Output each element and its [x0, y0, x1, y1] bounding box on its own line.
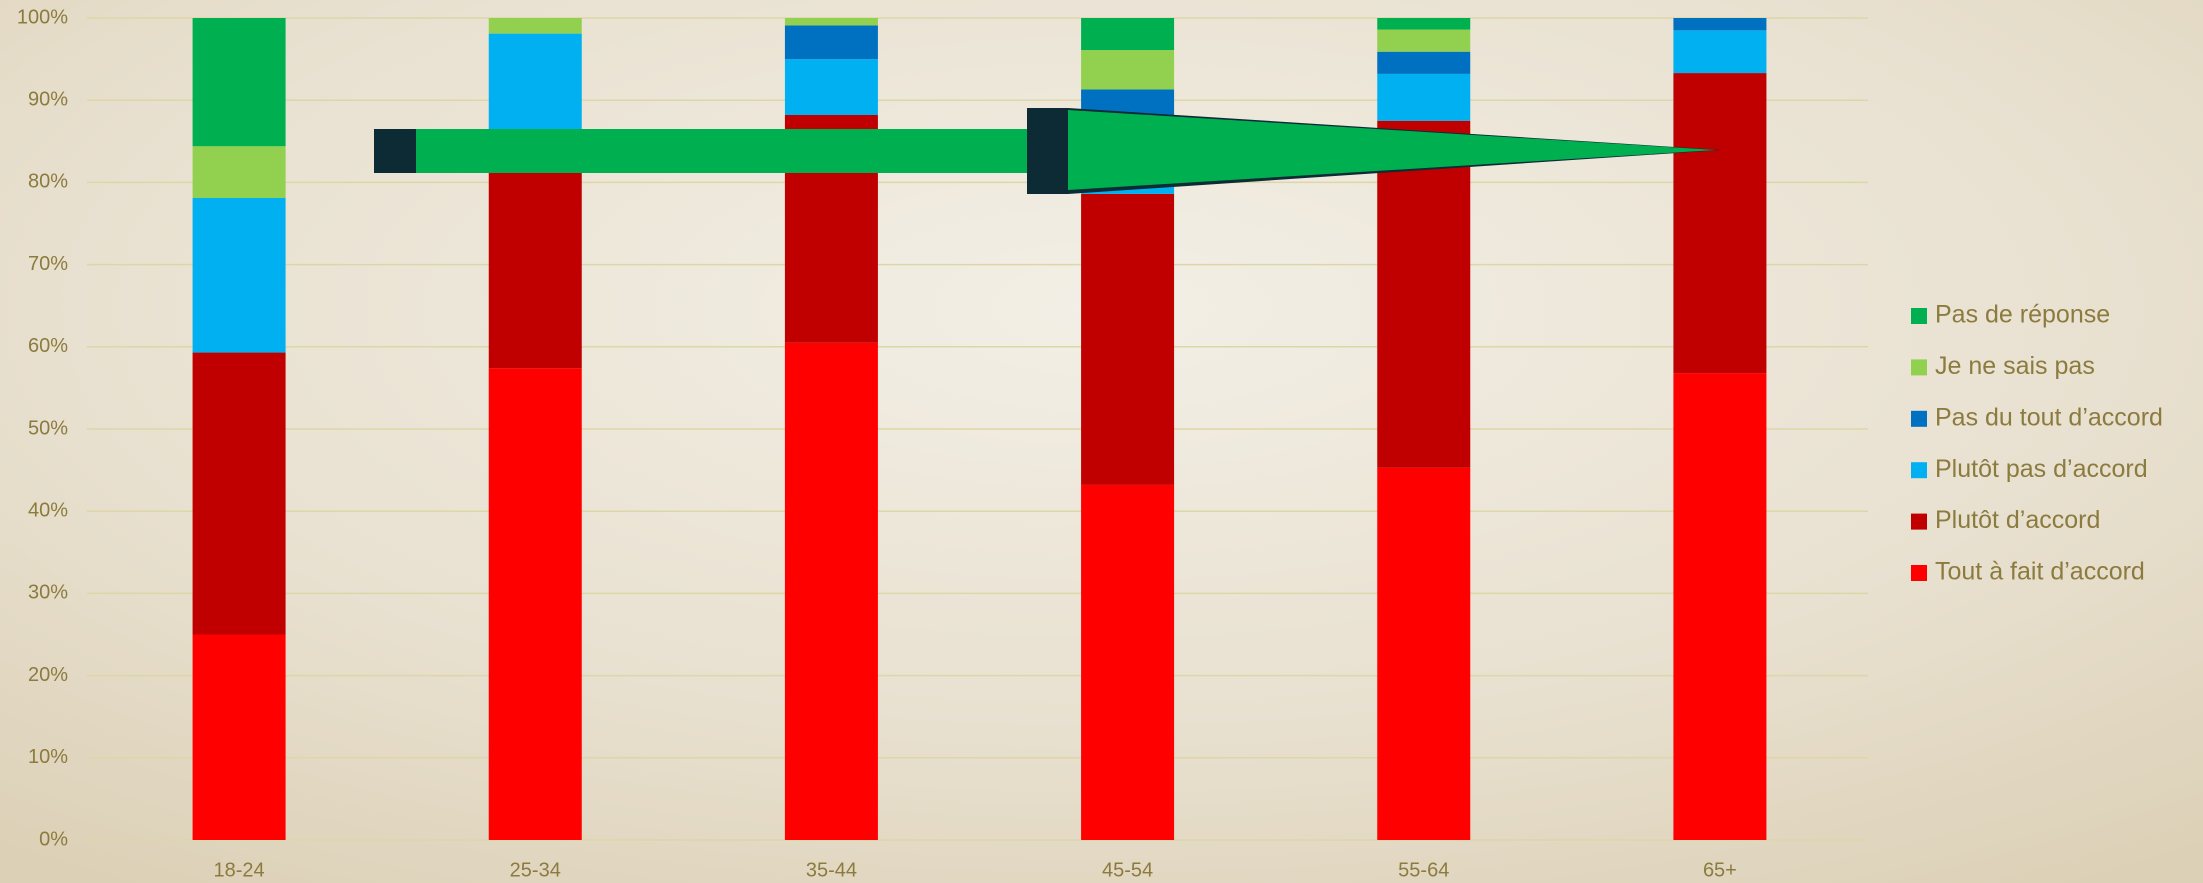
bar-segment: [1377, 73, 1471, 121]
y-tick-label: 0%: [39, 828, 68, 850]
bar-segment: [1377, 29, 1471, 52]
bar-segment: [1081, 18, 1175, 51]
x-tick-label: 18-24: [214, 859, 265, 881]
bar-segment: [1377, 18, 1471, 30]
legend-label: Je ne sais pas: [1935, 352, 2095, 380]
bar-segment: [1377, 120, 1471, 468]
legend-swatch: [1911, 565, 1927, 581]
bar-segment: [1081, 193, 1175, 485]
bar-segment: [784, 18, 878, 26]
arrow-shade: [374, 129, 416, 173]
y-tick-label: 20%: [28, 664, 68, 686]
legend-label: Pas du tout d’accord: [1935, 403, 2163, 431]
y-tick-label: 100%: [17, 6, 68, 28]
legend-label: Plutôt d’accord: [1935, 506, 2100, 534]
y-tick-label: 10%: [28, 746, 68, 768]
bar-segment: [1377, 51, 1471, 74]
arrow-shaft: [374, 129, 1074, 173]
bar-segment: [488, 33, 582, 134]
bar-segment: [192, 198, 286, 353]
bar-segment: [192, 18, 286, 147]
y-tick-label: 90%: [28, 88, 68, 110]
legend-swatch: [1911, 462, 1927, 479]
legend-swatch: [1911, 308, 1927, 324]
bar-segment: [192, 634, 286, 840]
y-tick-label: 30%: [28, 582, 68, 604]
legend-swatch: [1911, 410, 1927, 427]
bar-segment: [784, 342, 878, 840]
bar-segment: [784, 25, 878, 60]
arrow-head: [1068, 110, 1716, 190]
bar-segment: [1081, 484, 1175, 840]
bar-segment: [1081, 50, 1175, 90]
bar-segment: [192, 352, 286, 635]
y-tick-label: 50%: [28, 417, 68, 439]
bar-segment: [1673, 18, 1767, 31]
bar-segment: [1377, 467, 1471, 840]
bar-segment: [1673, 30, 1767, 74]
y-tick-label: 60%: [28, 335, 68, 357]
legend-label: Pas de réponse: [1935, 301, 2110, 329]
x-tick-label: 25-34: [510, 859, 561, 881]
y-tick-label: 70%: [28, 253, 68, 275]
bar-segment: [784, 59, 878, 115]
arrow: [374, 108, 1721, 194]
legend-swatch: [1911, 513, 1927, 530]
bar-segment: [192, 146, 286, 199]
x-tick-label: 35-44: [806, 859, 857, 881]
bar-segment: [488, 18, 582, 34]
legend: Tout à fait d’accord Plutôt d’accord Plutô…: [1911, 301, 2163, 586]
y-tick-label: 80%: [28, 171, 68, 193]
bar-segment: [1673, 73, 1767, 374]
x-tick-label: 55-64: [1398, 859, 1449, 881]
bar-segment: [488, 368, 582, 840]
legend-label: Plutôt pas d’accord: [1935, 455, 2148, 483]
legend-swatch: [1911, 359, 1927, 376]
y-tick-label: 40%: [28, 499, 68, 521]
x-tick-label: 65+: [1703, 859, 1737, 881]
bar-segment: [1673, 373, 1767, 840]
x-tick-label: 45-54: [1102, 859, 1153, 881]
legend-label: Tout à fait d’accord: [1935, 558, 2145, 586]
